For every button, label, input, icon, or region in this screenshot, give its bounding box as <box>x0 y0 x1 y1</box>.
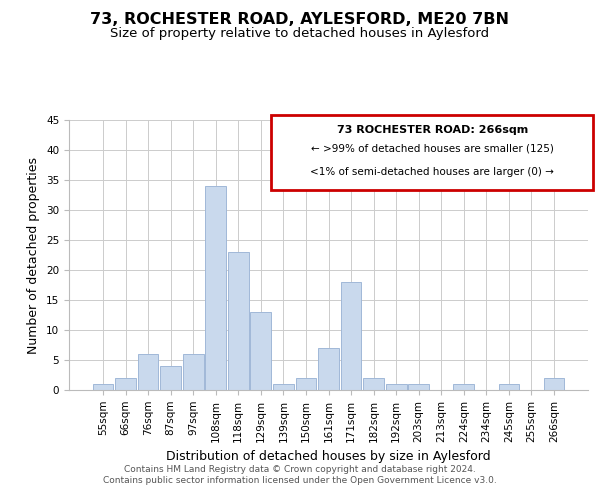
Text: 73 ROCHESTER ROAD: 266sqm: 73 ROCHESTER ROAD: 266sqm <box>337 126 528 136</box>
Bar <box>499 384 520 390</box>
Bar <box>341 282 361 390</box>
Y-axis label: Number of detached properties: Number of detached properties <box>28 156 40 354</box>
Bar <box>250 312 271 390</box>
Bar <box>228 252 248 390</box>
FancyBboxPatch shape <box>271 114 593 190</box>
Bar <box>454 384 474 390</box>
Text: 73, ROCHESTER ROAD, AYLESFORD, ME20 7BN: 73, ROCHESTER ROAD, AYLESFORD, ME20 7BN <box>91 12 509 28</box>
Bar <box>160 366 181 390</box>
Bar <box>273 384 294 390</box>
Text: ← >99% of detached houses are smaller (125): ← >99% of detached houses are smaller (1… <box>311 144 554 154</box>
Text: <1% of semi-detached houses are larger (0) →: <1% of semi-detached houses are larger (… <box>310 167 554 177</box>
Bar <box>386 384 407 390</box>
X-axis label: Distribution of detached houses by size in Aylesford: Distribution of detached houses by size … <box>166 450 491 463</box>
Bar <box>296 378 316 390</box>
Text: Contains HM Land Registry data © Crown copyright and database right 2024.: Contains HM Land Registry data © Crown c… <box>124 465 476 474</box>
Bar <box>183 354 203 390</box>
Bar <box>92 384 113 390</box>
Bar <box>409 384 429 390</box>
Bar <box>115 378 136 390</box>
Text: Contains public sector information licensed under the Open Government Licence v3: Contains public sector information licen… <box>103 476 497 485</box>
Bar <box>544 378 565 390</box>
Bar <box>363 378 384 390</box>
Bar <box>137 354 158 390</box>
Bar <box>205 186 226 390</box>
Bar <box>318 348 339 390</box>
Text: Size of property relative to detached houses in Aylesford: Size of property relative to detached ho… <box>110 28 490 40</box>
